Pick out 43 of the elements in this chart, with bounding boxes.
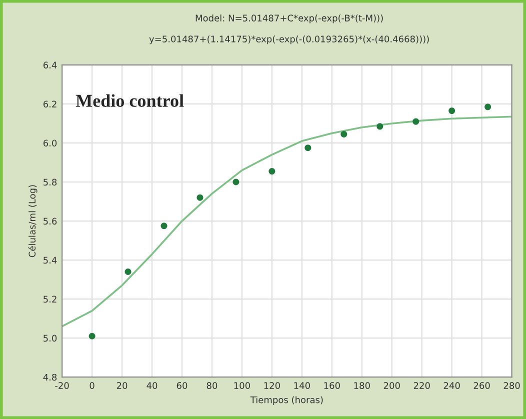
x-tick-label: 80 — [206, 382, 218, 389]
point — [376, 123, 384, 130]
x-tick-label: 240 — [444, 382, 460, 389]
y-tick-label: 6.4 — [43, 62, 57, 69]
point — [304, 144, 312, 152]
x-tick-label: 200 — [384, 382, 400, 389]
x-tick-label: 120 — [264, 382, 280, 389]
x-tick-label: 0 — [90, 382, 94, 389]
point — [412, 118, 420, 125]
point — [196, 194, 204, 201]
line-series — [62, 116, 512, 328]
y-tick-label: 6.2 — [43, 100, 56, 108]
y-tick-label: 5.8 — [44, 178, 57, 186]
x-tick-label: 180 — [354, 382, 370, 389]
y-axis-title: Células/ml (Log) — [28, 185, 38, 258]
annotation: Medio control — [76, 94, 184, 107]
point — [160, 222, 168, 230]
point — [88, 332, 96, 340]
x-tick-label: 160 — [324, 382, 340, 389]
y-tick-label: 5.6 — [44, 218, 57, 225]
x-tick-label: 140 — [294, 382, 310, 389]
point — [232, 178, 240, 186]
point — [124, 268, 132, 276]
point — [268, 168, 276, 175]
point — [448, 108, 456, 114]
x-tick-label: 260 — [474, 382, 490, 389]
y-tick-label: 5.0 — [44, 334, 57, 342]
x-axis-title: Tiempos (horas) — [250, 396, 323, 405]
x-tick-label: 40 — [146, 382, 158, 389]
x-tick-label: -20 — [55, 382, 69, 389]
x-tick-label: 100 — [234, 382, 250, 389]
x-tick-label: 60 — [176, 382, 188, 389]
y-tick-label: 5.4 — [44, 256, 57, 264]
point — [340, 130, 348, 138]
chart-title: Model: N=5.01487+C*exp(-exp(-B*(t-M))) — [196, 14, 383, 24]
x-tick-label: 220 — [414, 382, 430, 389]
point — [484, 104, 492, 110]
chart-subtitle: y=5.01487+(1.14175)*exp(-exp(-(0.0193265)*(x-(40.4668)))) — [149, 35, 429, 44]
y-tick-label: 4.8 — [43, 374, 57, 381]
x-tick-label: 20 — [116, 382, 128, 389]
x-tick-label: 280 — [504, 382, 520, 389]
y-tick-label: 6.0 — [43, 140, 57, 147]
y-tick-label: 5.2 — [44, 296, 56, 303]
